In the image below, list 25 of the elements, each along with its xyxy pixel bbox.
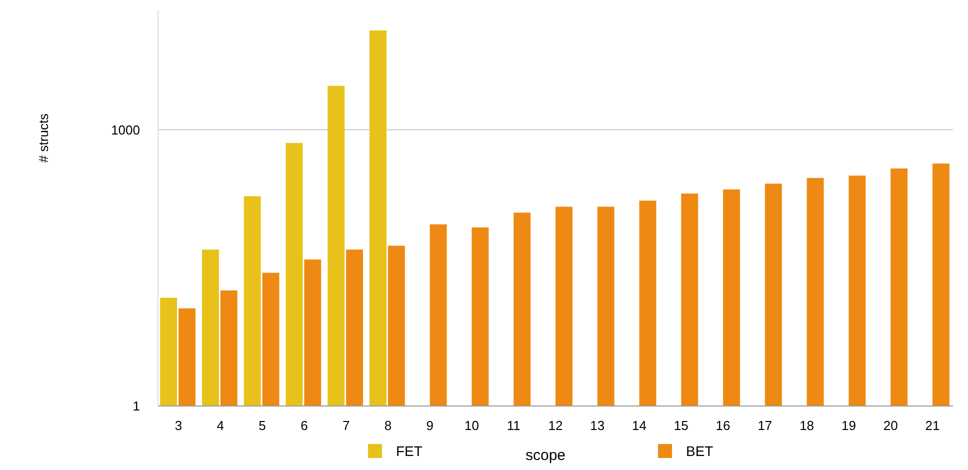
- x-tick-label: 6: [300, 418, 308, 433]
- x-tick-label: 19: [841, 418, 856, 433]
- x-tick-label: 11: [506, 418, 520, 433]
- legend-label: BET: [686, 443, 714, 459]
- x-tick-label: 16: [716, 418, 730, 433]
- x-tick-label: 8: [384, 418, 392, 433]
- y-axis-title: # structs: [36, 112, 51, 163]
- x-tick-label: 21: [925, 418, 940, 433]
- y-tick-label: 1000: [111, 122, 140, 138]
- x-tick-label: 9: [426, 418, 434, 433]
- x-tick-label: 5: [258, 418, 266, 433]
- legend-label: FET: [396, 443, 423, 459]
- y-tick-label: 1: [132, 398, 140, 414]
- x-tick-label: 10: [464, 418, 479, 433]
- x-tick-label: 18: [800, 418, 814, 433]
- x-tick-label: 12: [548, 418, 563, 433]
- x-tick-label: 17: [758, 418, 772, 433]
- x-axis-title: scope: [525, 447, 566, 464]
- x-tick-label: 4: [216, 418, 224, 433]
- x-tick-label: 13: [590, 418, 605, 433]
- x-tick-label: 14: [632, 418, 647, 433]
- x-tick-label: 20: [883, 418, 898, 433]
- x-tick-label: 3: [174, 418, 182, 433]
- x-tick-label: 15: [674, 418, 688, 433]
- x-tick-label: 7: [342, 418, 350, 433]
